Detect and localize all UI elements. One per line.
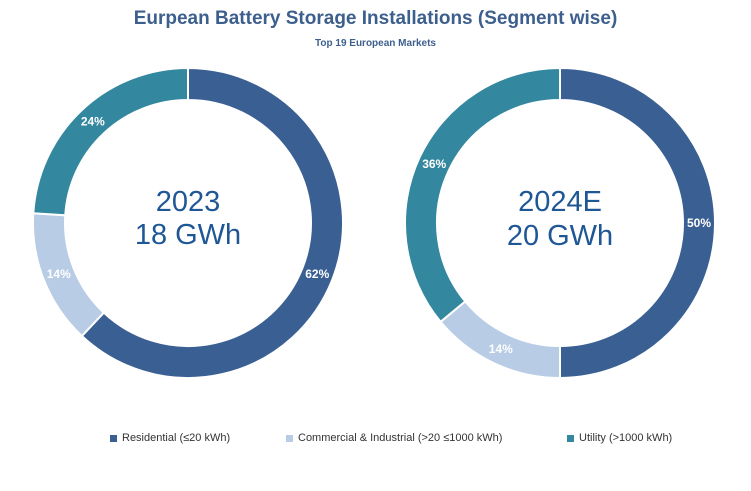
- slice-label-residential-2024E: 50%: [687, 216, 711, 230]
- slice-commercial-2024E: [439, 299, 561, 380]
- chart-title: Eurpean Battery Storage Installations (S…: [133, 8, 618, 29]
- center-year-2023: 2023: [156, 186, 221, 218]
- legend-item-commercial: Commercial & Industrial (>20 ≤1000 kWh): [286, 432, 502, 444]
- slice-utility-2024E: [404, 66, 561, 324]
- chart-subtitle: Top 19 European Markets: [315, 38, 436, 49]
- legend-item-utility: Utility (>1000 kWh): [567, 432, 672, 444]
- legend-item-residential: Residential (≤20 kWh): [110, 432, 230, 444]
- slice-label-utility-2024E: 36%: [422, 157, 446, 171]
- legend-label-commercial: Commercial & Industrial (>20 ≤1000 kWh): [298, 432, 503, 444]
- slice-label-commercial-2024E: 14%: [489, 342, 513, 356]
- center-total-2024E: 20 GWh: [507, 220, 613, 252]
- legend-swatch-residential: [110, 434, 117, 442]
- legend-swatch-commercial: [286, 434, 293, 442]
- slice-label-utility-2023: 24%: [81, 115, 105, 129]
- legend-label-utility: Utility (>1000 kWh): [579, 432, 673, 444]
- legend-swatch-utility: [567, 434, 574, 442]
- slice-utility-2023: [32, 66, 189, 217]
- slice-label-residential-2023: 62%: [305, 267, 329, 281]
- center-year-2024E: 2024E: [518, 186, 602, 218]
- center-total-2023: 18 GWh: [135, 219, 241, 251]
- slice-residential-2024E: [559, 66, 716, 380]
- slice-residential-2023: [80, 66, 344, 379]
- legend-label-residential: Residential (≤20 kWh): [122, 432, 231, 444]
- slice-label-commercial-2023: 14%: [47, 267, 71, 281]
